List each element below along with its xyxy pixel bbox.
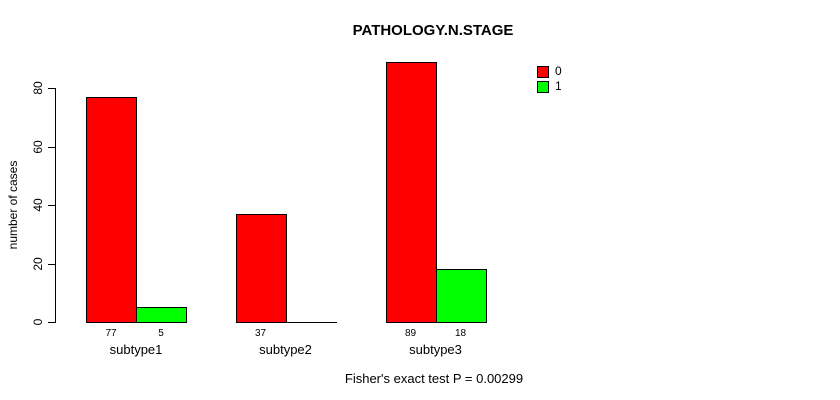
x-category-label: subtype3 (409, 342, 462, 357)
y-tick-label: 0 (31, 318, 45, 326)
chart-title: PATHOLOGY.N.STAGE (352, 22, 514, 39)
bar-value-label: 89 (404, 328, 417, 339)
legend-label: 1 (555, 79, 562, 93)
legend-swatch-icon (537, 80, 549, 93)
bar-value-label: 37 (254, 328, 267, 339)
y-tick-mark (48, 322, 55, 323)
fisher-test-annotation: Fisher's exact test P = 0.00299 (344, 371, 524, 386)
y-axis-line (55, 88, 56, 323)
legend-label: 0 (555, 64, 562, 78)
bar-series1-subtype3 (435, 269, 487, 323)
bar-series1-subtype1 (136, 307, 187, 323)
y-tick-mark (48, 205, 55, 206)
y-tick-label: 40 (31, 198, 45, 212)
legend-item-1: 1 (537, 79, 562, 94)
bar-series0-subtype2 (235, 214, 287, 323)
y-tick-mark (48, 88, 55, 89)
legend-item-0: 0 (537, 64, 562, 79)
legend-swatch-icon (537, 65, 549, 78)
bar-series0-subtype3 (385, 62, 437, 323)
y-tick-mark (48, 264, 55, 265)
x-category-label: subtype2 (259, 342, 312, 357)
y-tick-label: 20 (31, 257, 45, 271)
y-tick-mark (48, 147, 55, 148)
bar-value-label: 18 (454, 328, 467, 339)
y-axis-label: number of cases (6, 160, 20, 250)
x-category-label: subtype1 (109, 342, 163, 357)
bar-value-label: 77 (105, 328, 117, 339)
y-tick-label: 80 (31, 81, 45, 95)
bar-series0-subtype1 (86, 97, 137, 323)
y-tick-label: 60 (31, 140, 45, 154)
bar-value-label: 5 (158, 328, 164, 339)
